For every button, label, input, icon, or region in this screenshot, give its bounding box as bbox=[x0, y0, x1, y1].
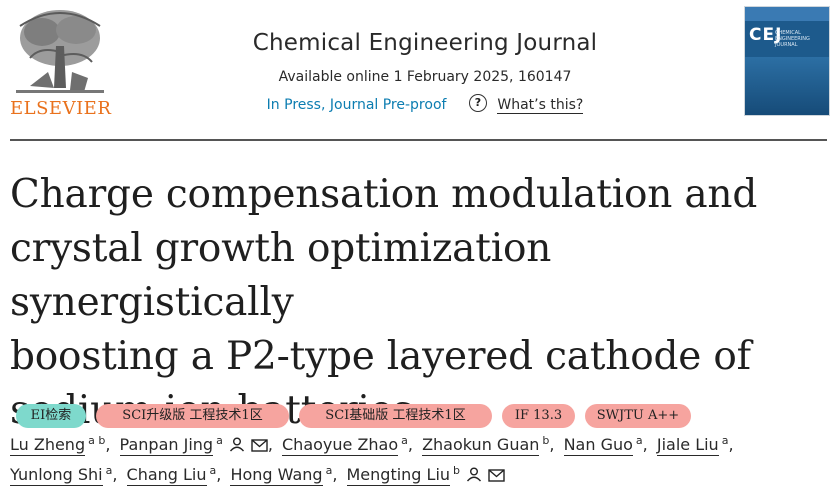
author-name: Nan Guo bbox=[563, 435, 633, 456]
author-link[interactable]: Hong Wang a bbox=[230, 464, 333, 486]
affiliation-marker: a bbox=[325, 464, 333, 477]
author-name: Chaoyue Zhao bbox=[282, 435, 399, 456]
author-name: Jiale Liu bbox=[656, 435, 719, 456]
in-press-link[interactable]: In Press, Journal Pre-proof bbox=[266, 97, 447, 113]
badge-impact-factor: IF 13.3 bbox=[502, 404, 575, 428]
author-name: Yunlong Shi bbox=[10, 465, 103, 486]
affiliation-marker: a b bbox=[88, 434, 106, 447]
title-line: crystal growth optimization synergistica… bbox=[10, 226, 552, 325]
cover-abbrev: CEJ bbox=[749, 25, 783, 45]
author-link[interactable]: Lu Zheng a b bbox=[10, 434, 106, 456]
author-name: Hong Wang bbox=[230, 465, 323, 486]
author-link[interactable]: Chang Liu a bbox=[126, 464, 217, 486]
author-link[interactable]: Jiale Liu a bbox=[656, 434, 729, 456]
publisher-wordmark: ELSEVIER bbox=[10, 98, 112, 119]
person-icon bbox=[229, 437, 244, 452]
badge-sci-basic: SCI基础版 工程技术1区 bbox=[299, 404, 492, 428]
author-link[interactable]: Yunlong Shi a bbox=[10, 464, 113, 486]
badge-sci-upgrade: SCI升级版 工程技术1区 bbox=[96, 404, 289, 428]
badge-ei: EI检索 bbox=[16, 404, 86, 428]
cover-artwork bbox=[745, 57, 829, 115]
badge-swjtu: SWJTU A++ bbox=[585, 404, 691, 428]
person-icon bbox=[467, 467, 482, 482]
header-divider bbox=[10, 139, 827, 141]
author-name: Zhaokun Guan bbox=[422, 435, 540, 456]
cover-top-band bbox=[745, 7, 829, 21]
author-list-line-1: Lu Zheng a b, Panpan Jing a, Chaoyue Zhao a… bbox=[10, 434, 734, 456]
author-link[interactable]: Chaoyue Zhao a bbox=[282, 434, 408, 456]
whats-this-link[interactable]: What’s this? bbox=[497, 97, 584, 114]
elsevier-tree-icon bbox=[10, 6, 110, 96]
status-row: In Press, Journal Pre-proof ? What’s thi… bbox=[190, 94, 660, 114]
availability-text: Available online 1 February 2025, 160147 bbox=[278, 69, 572, 85]
title-line: boosting a P2-type layered cathode of bbox=[10, 334, 751, 379]
article-title: Charge compensation modulation and cryst… bbox=[10, 168, 832, 438]
affiliation-marker: a bbox=[635, 434, 643, 447]
author-name: Mengting Liu bbox=[346, 465, 451, 486]
author-link[interactable]: Panpan Jing a bbox=[119, 434, 268, 456]
cover-subtitle: CHEMICAL ENGINEERING JOURNAL bbox=[775, 30, 810, 48]
affiliation-marker: a bbox=[209, 464, 217, 477]
title-line: Charge compensation modulation and bbox=[10, 172, 758, 217]
journal-title-link[interactable]: Chemical Engineering Journal bbox=[252, 30, 598, 56]
author-name: Panpan Jing bbox=[119, 435, 214, 456]
help-icon[interactable]: ? bbox=[468, 94, 487, 112]
author-name: Chang Liu bbox=[126, 465, 207, 486]
affiliation-marker: a bbox=[216, 434, 223, 447]
affiliation-marker: b bbox=[453, 464, 461, 477]
email-icon[interactable] bbox=[251, 439, 268, 452]
email-icon[interactable] bbox=[488, 469, 505, 482]
affiliation-marker: b bbox=[542, 434, 550, 447]
affiliation-marker: a bbox=[401, 434, 408, 447]
author-link[interactable]: Zhaokun Guan b bbox=[422, 434, 550, 456]
elsevier-logo[interactable]: ELSEVIER bbox=[10, 6, 112, 119]
affiliation-marker: a bbox=[105, 464, 113, 477]
author-list-line-2: Yunlong Shi a, Chang Liu a, Hong Wang a, Me… bbox=[10, 464, 830, 486]
author-name: Lu Zheng bbox=[10, 435, 86, 456]
author-link[interactable]: Nan Guo a bbox=[563, 434, 643, 456]
affiliation-marker: a bbox=[721, 434, 729, 447]
author-link[interactable]: Mengting Liu b bbox=[346, 464, 506, 486]
journal-cover-image[interactable]: CEJ CHEMICAL ENGINEERING JOURNAL bbox=[745, 7, 829, 115]
